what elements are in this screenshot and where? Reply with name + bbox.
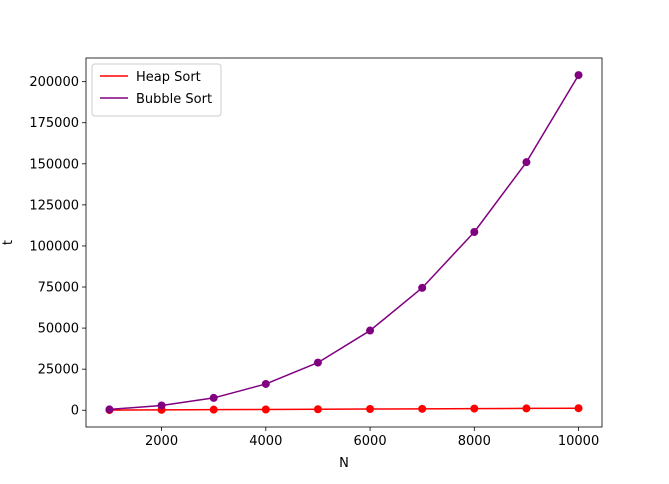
y-tick-label: 75000 xyxy=(38,281,79,296)
y-axis-label: t xyxy=(1,240,16,245)
y-tick-label: 50000 xyxy=(38,322,79,337)
data-point-1-3 xyxy=(261,379,270,388)
x-tick-label: 8000 xyxy=(458,434,491,449)
data-point-1-2 xyxy=(209,393,218,402)
x-tick-label: 6000 xyxy=(354,434,387,449)
data-point-1-9 xyxy=(574,71,583,80)
data-point-0-5 xyxy=(366,405,375,414)
data-point-1-5 xyxy=(366,326,375,335)
series-line-0 xyxy=(109,407,579,411)
data-point-0-9 xyxy=(574,404,583,413)
data-point-1-1 xyxy=(157,401,166,410)
data-point-1-8 xyxy=(522,158,531,167)
legend-label: Bubble Sort xyxy=(136,92,212,107)
y-tick-label: 125000 xyxy=(29,198,79,213)
series-layer xyxy=(105,71,583,415)
y-tick-label: 100000 xyxy=(29,239,79,254)
legend-label: Heap Sort xyxy=(136,70,201,85)
x-tick-label: 2000 xyxy=(145,434,178,449)
y-tick-label: 25000 xyxy=(38,363,79,378)
x-tick-label: 10000 xyxy=(558,434,599,449)
y-tick-label: 0 xyxy=(71,404,79,419)
data-point-1-7 xyxy=(470,227,479,236)
data-point-0-7 xyxy=(470,404,479,413)
y-tick-label: 175000 xyxy=(29,116,79,131)
legend: Heap Sort Bubble Sort xyxy=(91,63,222,117)
data-point-0-3 xyxy=(261,405,270,414)
series-line-1 xyxy=(109,74,580,411)
data-point-0-4 xyxy=(313,405,322,414)
plot-frame xyxy=(85,57,603,428)
legend-box xyxy=(91,63,222,117)
data-point-0-8 xyxy=(522,404,531,413)
data-point-0-6 xyxy=(418,404,427,413)
data-point-0-2 xyxy=(209,405,218,414)
data-point-1-4 xyxy=(313,358,322,367)
x-tick-label: 4000 xyxy=(249,434,282,449)
x-axis-label: N xyxy=(339,456,349,471)
x-axis: 2000 4000 6000 8000 10000 xyxy=(145,427,599,449)
y-tick-label: 150000 xyxy=(29,157,79,172)
y-axis: 0 25000 50000 75000 100000 125000 150000 175000… xyxy=(29,75,86,419)
data-point-1-0 xyxy=(105,405,114,414)
y-tick-label: 200000 xyxy=(29,75,79,90)
data-point-1-6 xyxy=(418,283,427,292)
